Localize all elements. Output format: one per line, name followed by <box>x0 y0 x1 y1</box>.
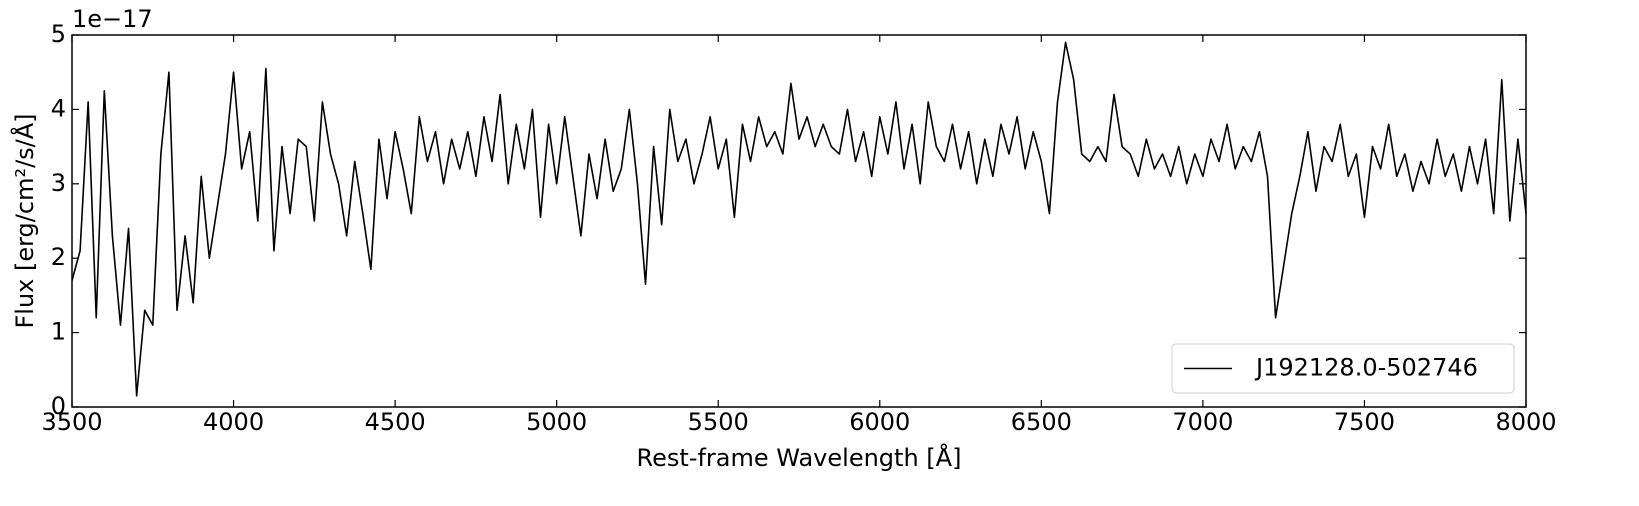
y-tick-label: 4 <box>51 94 66 122</box>
legend-box <box>1171 343 1515 394</box>
x-tick-label: 4500 <box>365 408 426 436</box>
x-axis-label: Rest-frame Wavelength [Å] <box>637 443 962 472</box>
x-tick-label: 4000 <box>203 408 264 436</box>
plot-frame <box>71 34 1527 408</box>
y-tick-label: 5 <box>51 20 66 48</box>
x-tick-label: 6000 <box>849 408 910 436</box>
x-tick-label: 5500 <box>688 408 749 436</box>
y-axis-label: Flux [erg/cm²/s/Å] <box>10 113 39 328</box>
x-tick-label: 3500 <box>41 408 102 436</box>
y-tick-label: 0 <box>51 392 66 420</box>
x-tick-label: 6500 <box>1011 408 1072 436</box>
x-tick-label: 8000 <box>1495 408 1556 436</box>
y-tick-label: 3 <box>51 169 66 197</box>
spectrum-line <box>71 41 1527 397</box>
offset-text: 1e−17 <box>72 5 153 33</box>
x-tick-label: 7000 <box>1172 408 1233 436</box>
y-tick-label: 2 <box>51 243 66 271</box>
x-tick-label: 7500 <box>1334 408 1395 436</box>
y-tick-label: 1 <box>51 318 66 346</box>
legend-label: J192128.0-502746 <box>1254 354 1478 382</box>
x-tick-label: 5000 <box>526 408 587 436</box>
